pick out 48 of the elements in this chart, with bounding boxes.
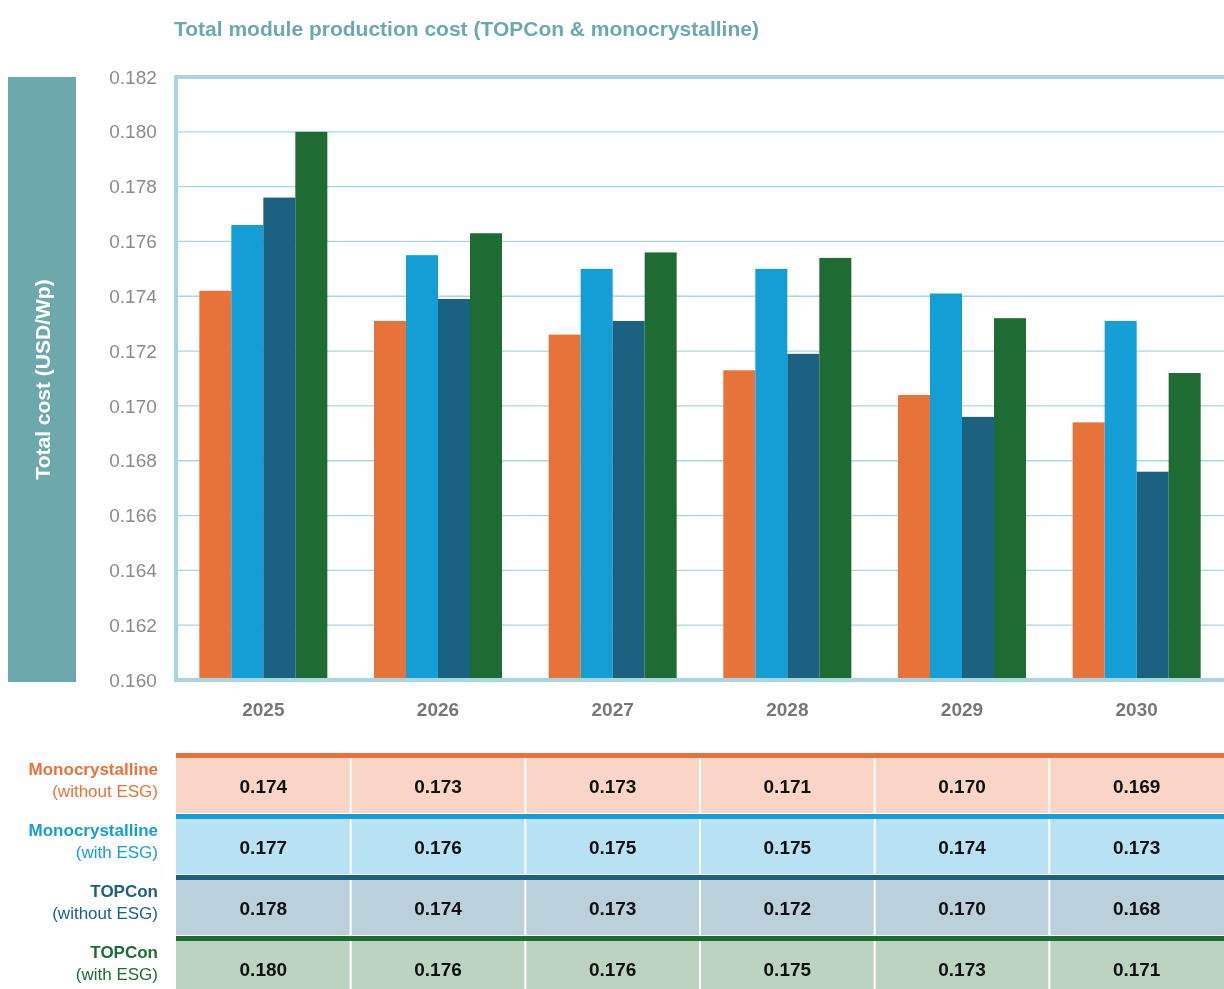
y-tick-label: 0.160 — [109, 669, 157, 691]
y-tick-label: 0.174 — [109, 285, 158, 307]
data-label: 0.175 — [763, 836, 812, 858]
data-label: 0.175 — [588, 836, 637, 858]
data-label: 0.169 — [1112, 775, 1161, 797]
y-tick-label: 0.176 — [109, 231, 157, 253]
data-label: 0.173 — [588, 897, 637, 919]
y-tick-label: 0.164 — [109, 560, 158, 582]
text: TOPCon (with ESG) — [75, 943, 158, 984]
text: TOPCon (without ESG) — [52, 882, 158, 923]
data-label: 0.172 — [763, 897, 812, 919]
data-label: 0.171 — [1112, 958, 1161, 980]
y-tick-label: 0.172 — [109, 340, 157, 362]
y-tick-label: 0.182 — [109, 66, 157, 88]
x-tick-label: 2025 — [242, 698, 285, 720]
data-label: 0.176 — [414, 836, 462, 858]
x-tick-label: 2027 — [591, 698, 634, 720]
y-tick-label: 0.180 — [109, 121, 157, 143]
data-label: 0.168 — [1112, 897, 1161, 919]
data-label: 0.178 — [239, 897, 288, 919]
y-axis-title: Total cost (USD/Wp) — [31, 279, 54, 480]
x-tick-label: 2028 — [766, 698, 809, 720]
data-label: 0.174 — [239, 775, 288, 797]
text: Monocrystalline (without ESG) — [28, 760, 158, 801]
y-tick-label: 0.162 — [109, 614, 157, 636]
data-label: 0.176 — [414, 958, 462, 980]
data-label: 0.176 — [588, 958, 637, 980]
data-label: 0.173 — [938, 958, 986, 980]
data-label: 0.174 — [414, 897, 463, 919]
y-tick-label: 0.178 — [109, 176, 157, 198]
data-label: 0.171 — [763, 775, 812, 797]
data-label: 0.177 — [239, 836, 288, 858]
data-label: 0.170 — [938, 775, 986, 797]
text: Monocrystalline (with ESG) — [28, 821, 158, 862]
data-label: 0.180 — [239, 958, 288, 980]
data-label: 0.174 — [938, 836, 987, 858]
data-label: 0.170 — [938, 897, 986, 919]
data-label: 0.173 — [1112, 836, 1161, 858]
y-tick-label: 0.166 — [109, 505, 157, 527]
y-tick-label: 0.168 — [109, 450, 157, 472]
data-label: 0.173 — [414, 775, 462, 797]
y-tick-label: 0.170 — [109, 395, 157, 417]
x-tick-label: 2030 — [1115, 698, 1158, 720]
data-label: 0.175 — [763, 958, 812, 980]
x-tick-label: 2029 — [940, 698, 984, 720]
data-label: 0.173 — [588, 775, 637, 797]
x-tick-label: 2026 — [416, 698, 460, 720]
chart-title: Total module production cost (TOPCon & monocrystalline) — [174, 17, 759, 40]
